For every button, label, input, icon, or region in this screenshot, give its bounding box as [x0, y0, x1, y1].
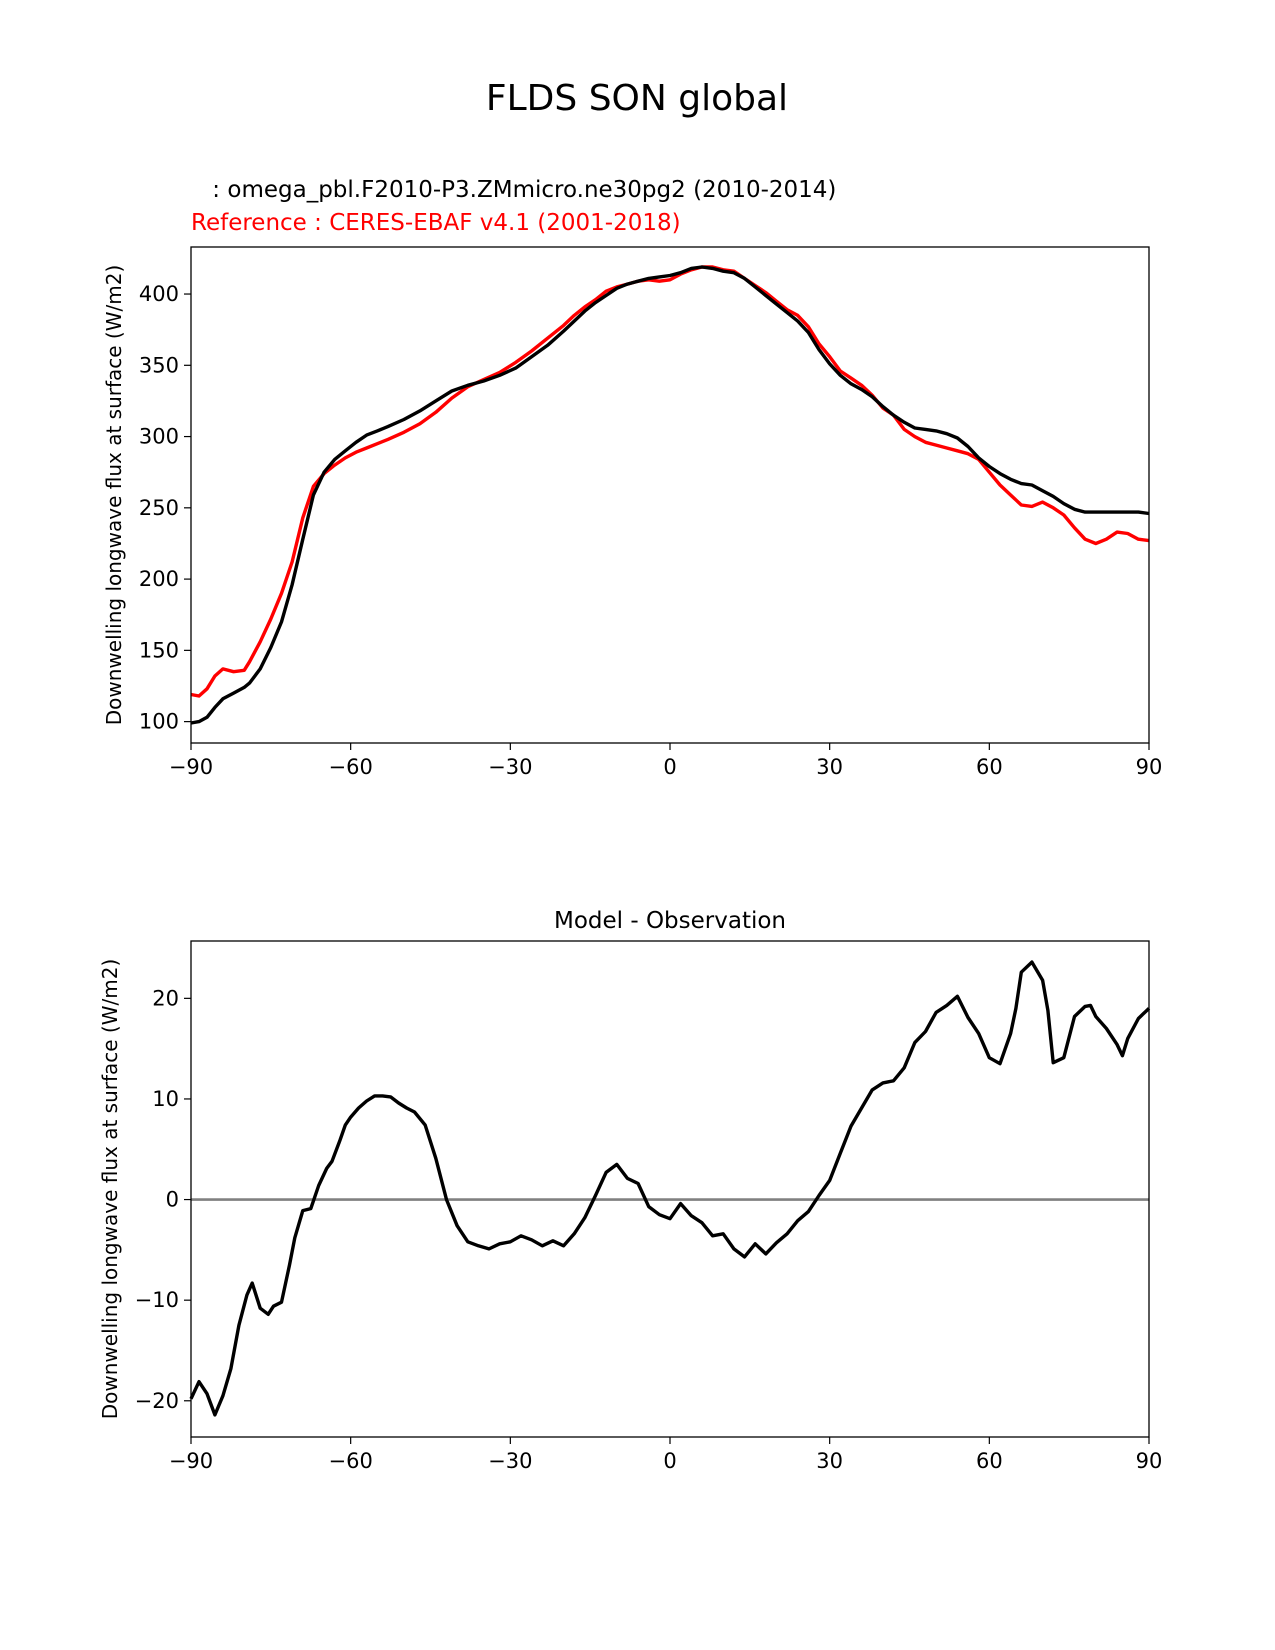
x-tick-label: 90 [1136, 755, 1163, 779]
x-tick-label: −60 [329, 1449, 373, 1473]
x-tick-label: 60 [976, 1449, 1003, 1473]
x-tick-label: 90 [1136, 1449, 1163, 1473]
bottom-panel: Model - Observation Downwelling longwave… [98, 908, 1162, 1473]
y-tick-label: −10 [135, 1288, 179, 1312]
series-line [190, 265, 1150, 725]
x-tick-label: 0 [663, 1449, 676, 1473]
y-tick-label: 250 [139, 496, 179, 520]
series-line [189, 960, 1151, 1417]
x-tick-label: −90 [169, 1449, 213, 1473]
x-tick-label: 30 [816, 755, 843, 779]
top-panel: : omega_pbl.F2010-P3.ZMmicro.ne30pg2 (20… [102, 177, 1162, 779]
y-tick-label: 200 [139, 567, 179, 591]
y-tick-label: 20 [152, 986, 179, 1010]
y-axis-label: Downwelling longwave flux at surface (W/… [98, 959, 122, 1420]
diff-plot-title: Model - Observation [554, 908, 786, 934]
y-tick-label: 10 [152, 1087, 179, 1111]
x-tick-label: −60 [329, 755, 373, 779]
x-tick-label: −90 [169, 755, 213, 779]
y-tick-label: 300 [139, 425, 179, 449]
y-tick-label: 150 [139, 638, 179, 662]
reference-label: Reference : CERES-EBAF v4.1 (2001-2018) [191, 210, 681, 236]
y-axis-label: Downwelling longwave flux at surface (W/… [102, 265, 126, 726]
y-tick-label: −20 [135, 1389, 179, 1413]
series-line [190, 265, 1150, 698]
y-tick-label: 400 [139, 282, 179, 306]
y-tick-label: 350 [139, 353, 179, 377]
y-tick-label: 0 [166, 1188, 179, 1212]
plot-frame [190, 940, 1150, 1438]
plot-frame [190, 246, 1150, 744]
x-tick-label: −30 [488, 755, 532, 779]
figure-title: FLDS SON global [486, 78, 788, 119]
test-case-label: : omega_pbl.F2010-P3.ZMmicro.ne30pg2 (20… [205, 177, 836, 203]
x-tick-label: 30 [816, 1449, 843, 1473]
y-tick-label: 100 [139, 710, 179, 734]
x-tick-label: 0 [663, 755, 676, 779]
x-tick-label: −30 [488, 1449, 532, 1473]
x-tick-label: 60 [976, 755, 1003, 779]
